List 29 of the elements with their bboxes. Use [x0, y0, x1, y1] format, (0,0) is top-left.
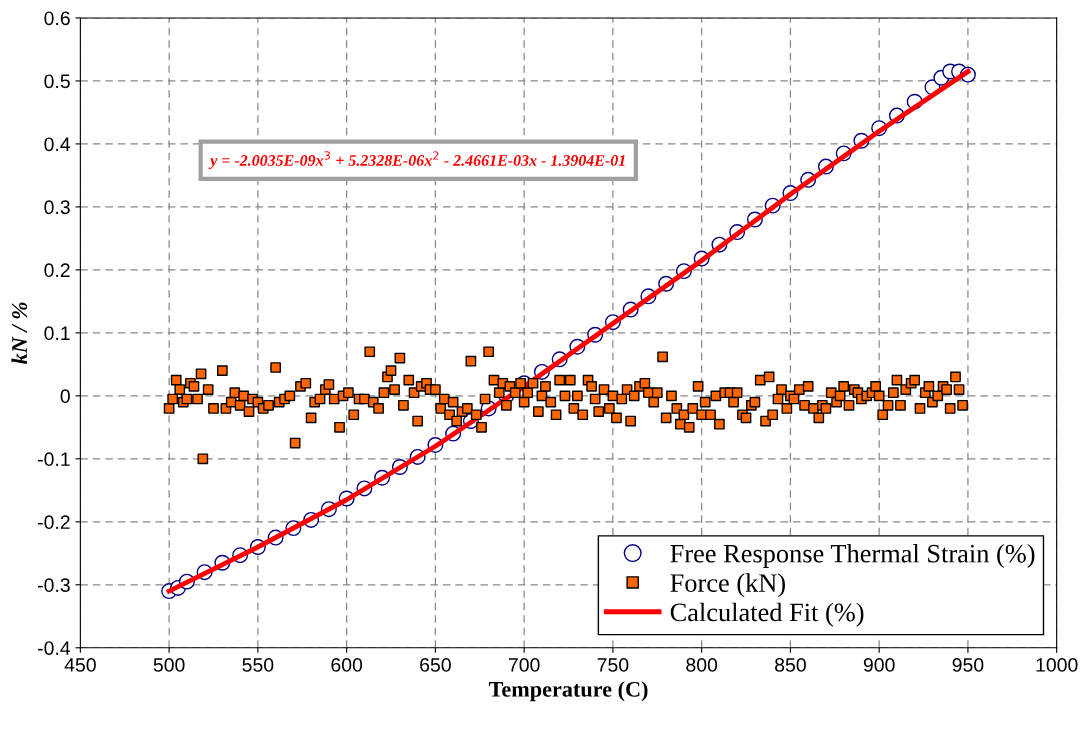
y-axis-title: kN / % — [11, 302, 28, 365]
x-tick-label: 750 — [597, 658, 629, 672]
x-tick-label: 950 — [952, 658, 984, 672]
y-tick-label: 0.3 — [44, 200, 70, 215]
y-tick-label: 0 — [60, 389, 70, 404]
legend-label: Force (kN) — [670, 573, 785, 598]
legend-label: Free Response Thermal Strain (%) — [670, 543, 1035, 568]
x-tick-label: 650 — [420, 658, 451, 672]
x-tick-label: 800 — [686, 658, 718, 672]
x-axis-title: Temperature (C) — [488, 681, 648, 702]
y-tick-label: -0.4 — [38, 641, 71, 655]
x-tick-label: 450 — [64, 658, 96, 672]
x-tick-label: 550 — [242, 658, 274, 672]
x-tick-label: 850 — [775, 658, 806, 672]
y-tick-label: 0.5 — [44, 74, 70, 89]
y-tick-label: 0.6 — [44, 11, 70, 26]
x-tick-label: 700 — [508, 658, 540, 672]
x-tick-label: 1000 — [1036, 658, 1078, 672]
y-tick-label: -0.1 — [38, 452, 70, 467]
y-tick-label: 0.4 — [44, 137, 71, 152]
y-tick-label: 0.2 — [44, 263, 70, 278]
x-tick-label: 600 — [331, 658, 363, 672]
y-tick-label: 0.1 — [44, 326, 70, 341]
x-tick-label: 500 — [153, 658, 185, 672]
annotation: y = -2.0035E-09x$^{3}$ + 5.2328E-06x$^{2}$ - 2.4661E-03x - 1.3904E-01 — [208, 151, 625, 170]
y-tick-label: -0.3 — [38, 578, 70, 593]
legend-label: Calculated Fit (%) — [670, 602, 864, 627]
y-tick-label: -0.2 — [38, 515, 70, 530]
x-tick-label: 900 — [863, 658, 895, 672]
